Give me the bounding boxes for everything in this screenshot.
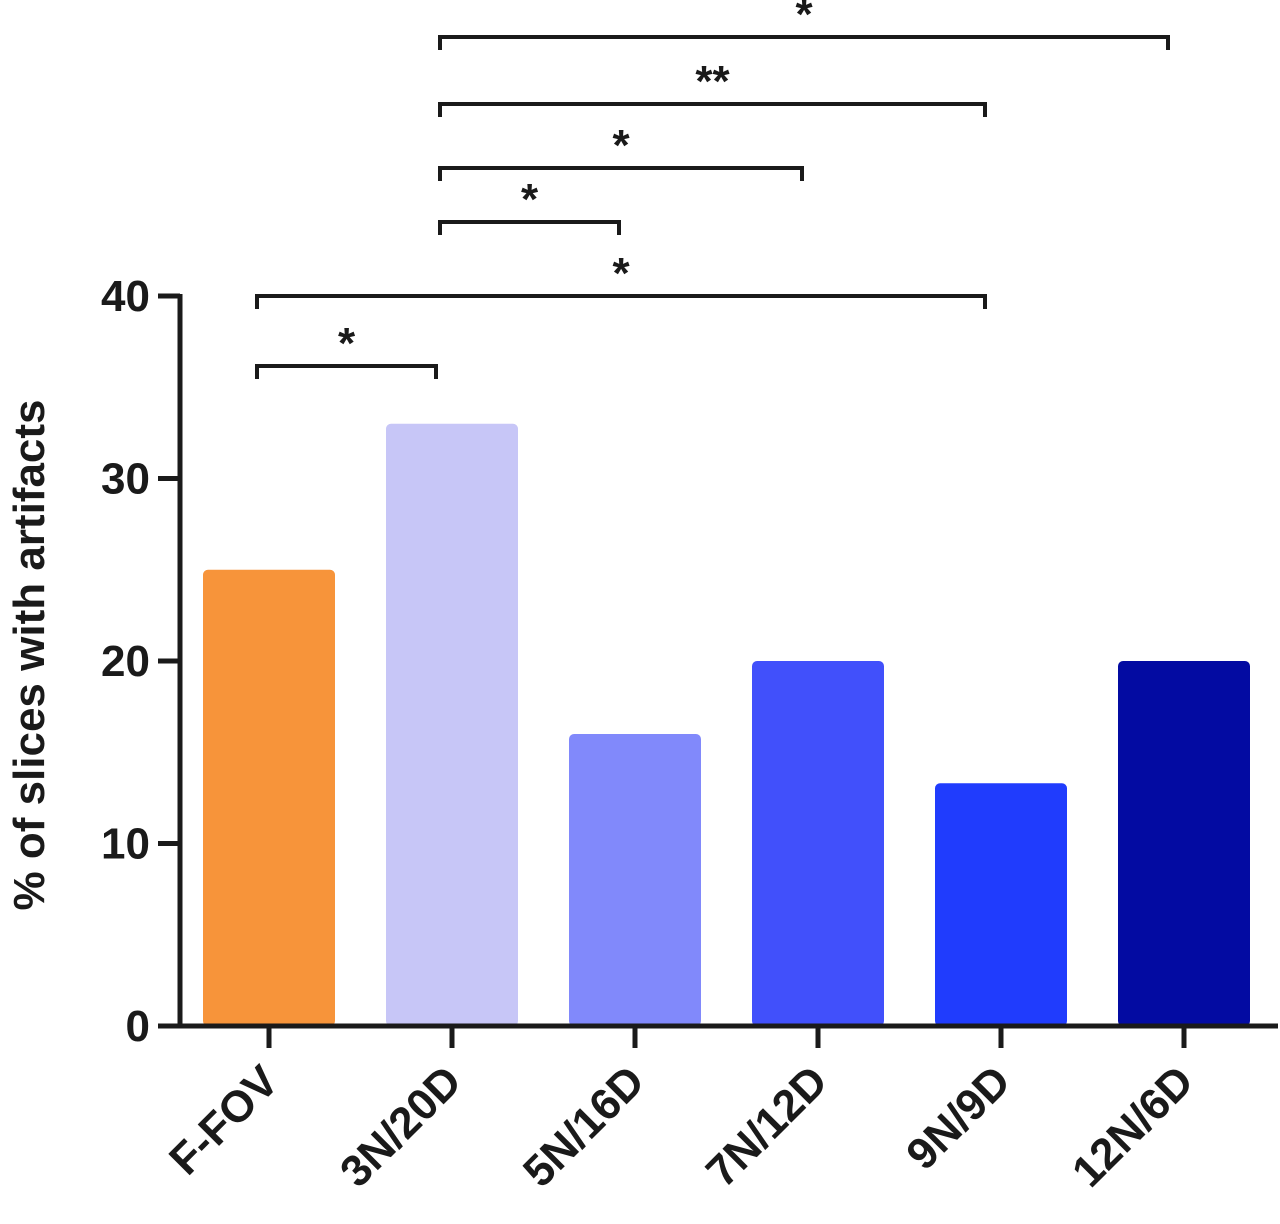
significance-bracket [438,35,1170,50]
significance-label: * [612,249,630,298]
y-tick-label: 0 [126,1002,150,1051]
y-tick-label: 10 [101,820,150,869]
y-axis-title: % of slices with artifacts [5,399,54,910]
x-tick-label: 3N/20D [331,1056,471,1196]
bar-5n-16d [569,734,701,1026]
x-tick-label: 9N/9D [897,1056,1020,1179]
significance-label: * [612,121,630,170]
significance-bracket [438,102,987,117]
x-tick-label: F-FOV [160,1056,288,1184]
significance-label: * [521,175,539,224]
bar-7n-12d [752,661,884,1026]
y-tick-label: 20 [101,637,150,686]
significance-brackets: ******* [255,0,1170,379]
bar-12n-6d [1118,661,1250,1026]
y-tick-label: 30 [101,455,150,504]
significance-label: ** [695,57,730,106]
significance-label: * [338,319,356,368]
significance-label: * [795,0,813,39]
bars [203,423,1250,1026]
significance-bracket [438,220,621,235]
significance-bracket [438,166,804,181]
x-tick-label: 7N/12D [697,1056,837,1196]
x-tick-label: 5N/16D [514,1056,654,1196]
bar-9n-9d [935,783,1067,1026]
y-tick-label: 40 [101,272,150,321]
bar-f-fov [203,569,335,1026]
significance-bracket [255,294,987,309]
x-tick-label: 12N/6D [1063,1056,1203,1196]
bar-3n-20d [386,423,518,1026]
significance-bracket [255,364,438,379]
